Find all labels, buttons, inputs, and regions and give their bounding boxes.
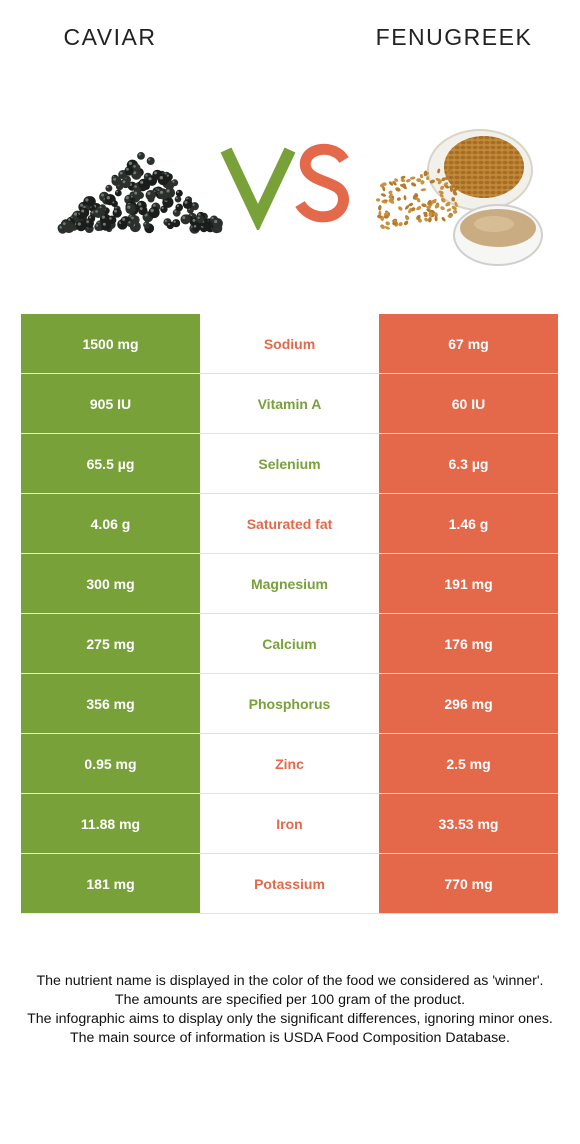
footer-line: The main source of information is USDA F… [69, 1030, 511, 1046]
table-row: 11.88 mg Iron 33.53 mg [21, 794, 558, 854]
footer-line: The nutrient name is displayed in the co… [36, 973, 544, 989]
right-value: 1.46 g [379, 494, 558, 554]
nutrient-name: Vitamin A [200, 374, 379, 434]
comparison-table: 1500 mg Sodium 67 mg 905 IU Vitamin A 60 IU 65… [21, 314, 558, 914]
nutrient-name: Iron [200, 794, 379, 854]
table-row: 356 mg Phosphorus 296 mg [21, 674, 558, 734]
table-row: 0.95 mg Zinc 2.5 mg [21, 734, 558, 794]
right-value: 191 mg [379, 554, 558, 614]
left-value: 356 mg [21, 674, 200, 734]
right-value: 60 IU [379, 374, 558, 434]
nutrient-name: Calcium [200, 614, 379, 674]
nutrient-name: Sodium [200, 314, 379, 374]
table-row: 905 IU Vitamin A 60 IU [21, 374, 558, 434]
nutrient-name: Zinc [200, 734, 379, 794]
caviar-pile-image [57, 152, 223, 234]
right-value: 6.3 µg [379, 434, 558, 494]
footer-line: The amounts are specified per 100 gram o… [114, 992, 466, 1008]
right-food-title: FENUGREEK [375, 24, 533, 50]
right-value: 33.53 mg [379, 794, 558, 854]
left-value: 0.95 mg [21, 734, 200, 794]
left-value: 11.88 mg [21, 794, 200, 854]
nutrient-name: Saturated fat [200, 494, 379, 554]
footer-notes: The nutrient name is displayed in the co… [16, 972, 564, 1048]
left-value: 1500 mg [21, 314, 200, 374]
left-value: 65.5 µg [21, 434, 200, 494]
left-value: 905 IU [21, 374, 200, 434]
table-row: 300 mg Magnesium 191 mg [21, 554, 558, 614]
footer-line: The infographic aims to display only the… [27, 1011, 553, 1027]
left-value: 181 mg [21, 854, 200, 914]
nutrient-name: Magnesium [200, 554, 379, 614]
table-row: 65.5 µg Selenium 6.3 µg [21, 434, 558, 494]
fenugreek-seeds-image [376, 129, 543, 266]
table-row: 181 mg Potassium 770 mg [21, 854, 558, 914]
left-value: 4.06 g [21, 494, 200, 554]
right-value: 770 mg [379, 854, 558, 914]
table-row: 1500 mg Sodium 67 mg [21, 314, 558, 374]
right-value: 67 mg [379, 314, 558, 374]
right-value: 176 mg [379, 614, 558, 674]
left-value: 275 mg [21, 614, 200, 674]
left-value: 300 mg [21, 554, 200, 614]
nutrient-name: Potassium [200, 854, 379, 914]
left-food-title: CAVIAR [63, 24, 157, 50]
vs-icon [220, 143, 350, 230]
right-value: 296 mg [379, 674, 558, 734]
right-value: 2.5 mg [379, 734, 558, 794]
table-row: 275 mg Calcium 176 mg [21, 614, 558, 674]
nutrient-name: Phosphorus [200, 674, 379, 734]
nutrient-name: Selenium [200, 434, 379, 494]
table-row: 4.06 g Saturated fat 1.46 g [21, 494, 558, 554]
